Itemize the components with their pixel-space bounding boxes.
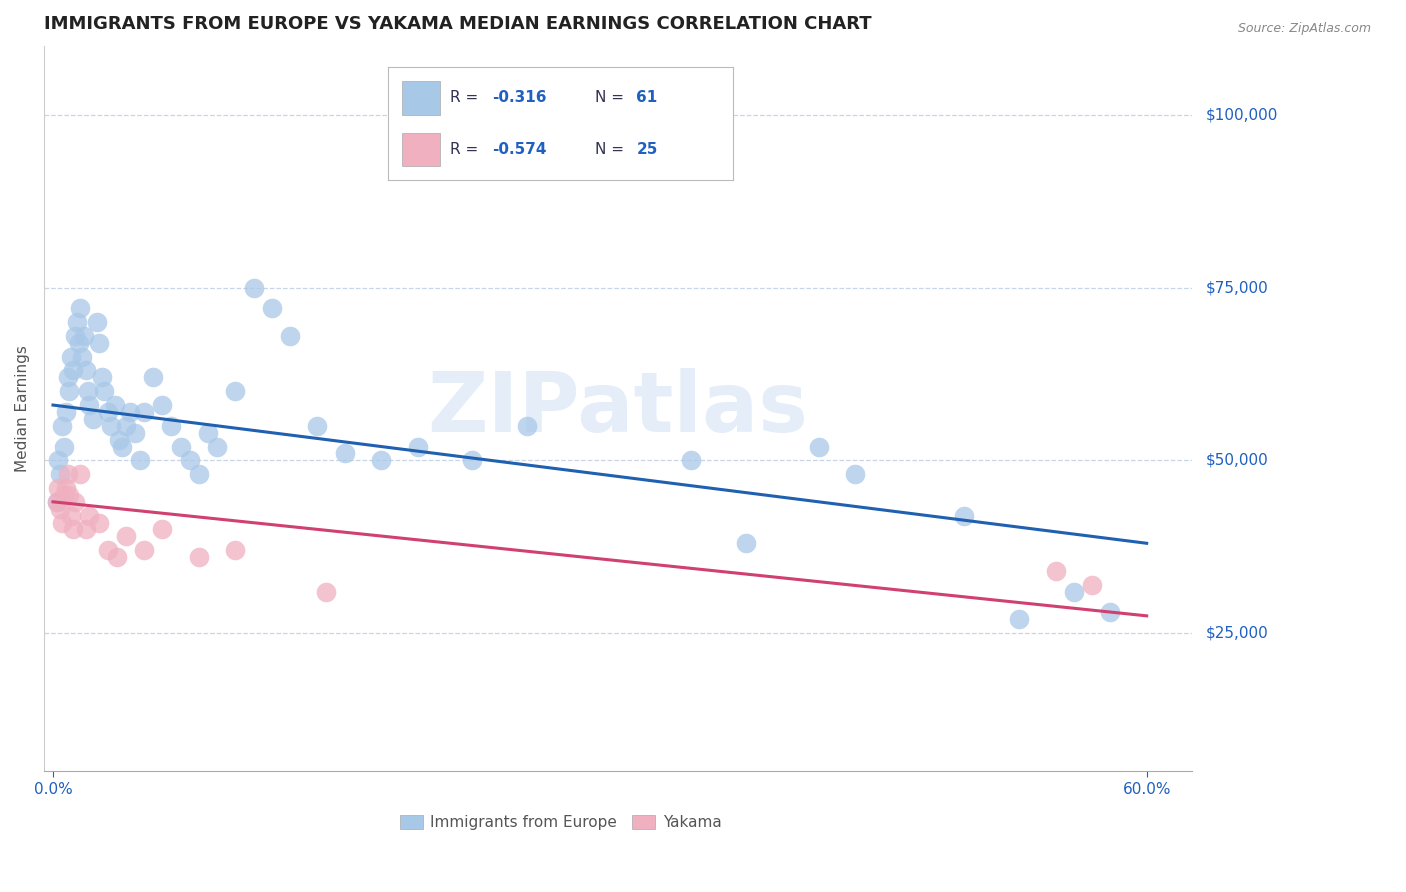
Point (260, 301, 283, 316)
Point (66, 315, 89, 329)
Point (97, 543, 120, 558)
Point (75, 363, 97, 377)
Point (807, 440, 830, 454)
Point (93, 384, 115, 399)
Point (48, 481, 70, 495)
Point (124, 425, 146, 440)
Point (58, 488, 80, 502)
Point (111, 440, 134, 454)
Point (224, 384, 246, 399)
Point (62, 523, 84, 537)
Point (51, 418, 73, 433)
Point (197, 425, 219, 440)
Point (589, 163, 612, 178)
Point (60, 508, 83, 523)
Point (679, 453, 702, 467)
Text: $50,000: $50,000 (1206, 453, 1268, 467)
Point (45, 495, 67, 509)
Point (76, 384, 98, 399)
Point (73, 329, 96, 343)
Text: $25,000: $25,000 (1206, 625, 1268, 640)
Point (87, 516, 110, 530)
Point (734, 536, 756, 550)
Text: $100,000: $100,000 (1206, 107, 1278, 122)
Point (52, 488, 75, 502)
Point (205, 440, 228, 454)
Point (461, 453, 484, 467)
Text: Source: ZipAtlas.com: Source: ZipAtlas.com (1237, 22, 1371, 36)
Point (142, 370, 165, 384)
Point (86, 315, 108, 329)
Point (79, 508, 101, 523)
Point (278, 329, 301, 343)
Point (129, 453, 152, 467)
Point (60, 350, 83, 364)
Point (160, 418, 183, 433)
Point (58, 384, 80, 399)
Point (307, 418, 329, 433)
Point (953, 508, 976, 523)
Text: IMMIGRANTS FROM EUROPE VS YAKAMA MEDIAN EARNINGS CORRELATION CHART: IMMIGRANTS FROM EUROPE VS YAKAMA MEDIAN … (44, 15, 872, 33)
Point (1081, 578, 1104, 592)
Point (134, 405, 156, 419)
Point (63, 495, 86, 509)
Point (97, 405, 120, 419)
Point (56, 467, 79, 482)
Point (315, 584, 337, 599)
Legend: Immigrants from Europe, Yakama: Immigrants from Europe, Yakama (394, 809, 728, 837)
Point (79, 398, 101, 412)
Point (406, 440, 429, 454)
Point (242, 280, 264, 294)
Point (82, 412, 104, 426)
Text: ZIPatlas: ZIPatlas (427, 368, 808, 449)
Point (49, 501, 72, 516)
Point (370, 453, 392, 467)
Point (844, 467, 866, 482)
Point (49, 467, 72, 482)
Point (67, 335, 90, 350)
Point (1008, 612, 1031, 626)
Point (52, 440, 75, 454)
Point (169, 440, 191, 454)
Point (63, 329, 86, 343)
Point (62, 363, 84, 377)
Point (118, 405, 141, 419)
Y-axis label: Median Earnings: Median Earnings (15, 345, 30, 472)
Point (100, 418, 122, 433)
Point (70, 350, 93, 364)
Point (45, 495, 67, 509)
Point (75, 523, 97, 537)
Point (87, 335, 110, 350)
Point (91, 370, 114, 384)
Point (69, 467, 91, 482)
Point (51, 516, 73, 530)
Point (1063, 584, 1085, 599)
Point (187, 467, 209, 482)
Point (115, 529, 138, 543)
Point (333, 446, 356, 460)
Point (187, 550, 209, 565)
Point (150, 398, 173, 412)
Point (55, 481, 77, 495)
Point (179, 453, 201, 467)
Point (55, 405, 77, 419)
Point (107, 433, 129, 447)
Point (516, 418, 538, 433)
Text: $75,000: $75,000 (1206, 280, 1268, 295)
Point (150, 523, 173, 537)
Point (56, 370, 79, 384)
Point (105, 550, 128, 565)
Point (48, 453, 70, 467)
Point (104, 398, 127, 412)
Point (134, 543, 156, 558)
Point (1045, 564, 1067, 578)
Point (115, 418, 138, 433)
Point (224, 543, 246, 558)
Point (1099, 606, 1122, 620)
Point (69, 301, 91, 316)
